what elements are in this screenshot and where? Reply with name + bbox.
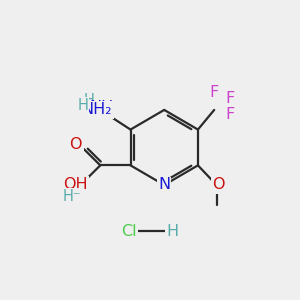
Text: H: H xyxy=(166,224,178,239)
Text: H⁻: H⁻ xyxy=(63,189,81,204)
Text: O: O xyxy=(212,178,225,193)
Text: O: O xyxy=(70,176,82,191)
Text: Cl: Cl xyxy=(122,224,137,239)
Text: N: N xyxy=(158,178,170,193)
Text: OH: OH xyxy=(63,178,88,193)
Text: NH₂: NH₂ xyxy=(82,102,112,117)
Text: F: F xyxy=(226,107,235,122)
Text: O: O xyxy=(70,137,82,152)
Text: F: F xyxy=(209,85,218,100)
Text: H: H xyxy=(77,98,88,113)
Text: F: F xyxy=(226,91,235,106)
Text: NH: NH xyxy=(89,100,114,115)
Text: H: H xyxy=(83,93,94,108)
